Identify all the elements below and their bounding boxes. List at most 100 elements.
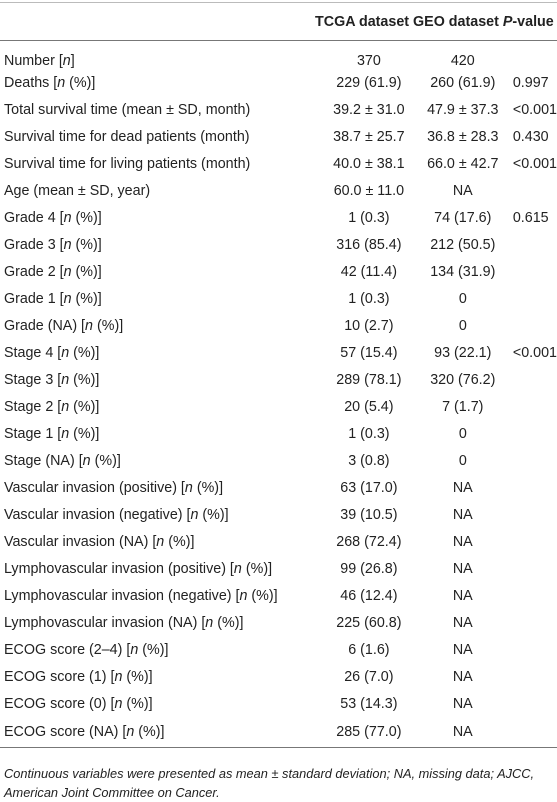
row-label: Vascular invasion (positive) [n (%)] xyxy=(0,474,315,501)
geo-cell: NA xyxy=(452,695,473,712)
table-row: ECOG score (NA) [n (%)] 285 (77.0) NA xyxy=(0,717,557,747)
tcga-cell: 53 (14.3) xyxy=(340,695,398,712)
label-text: Deaths [ xyxy=(4,74,58,91)
tcga-cell: 57 (15.4) xyxy=(340,344,398,361)
label-text: Grade 3 [ xyxy=(4,236,64,253)
table-row: Grade (NA) [n (%)] 10 (2.7) 0 xyxy=(0,312,557,339)
table-row: Grade 3 [n (%)] 316 (85.4) 212 (50.5) xyxy=(0,231,557,258)
table-row: Grade 4 [n (%)] 1 (0.3) 74 (17.6) 0.615 xyxy=(0,204,557,231)
row-label: Deaths [n (%)] xyxy=(0,69,315,96)
geo-cell: 93 (22.1) xyxy=(434,344,492,361)
tcga-cell: 285 (77.0) xyxy=(336,723,402,740)
label-text: Vascular invasion (positive) [ xyxy=(4,479,185,496)
tcga-cell: 316 (85.4) xyxy=(336,236,402,253)
label-text: Survival time for living patients (month… xyxy=(4,155,251,172)
empty-cell xyxy=(503,41,557,70)
label-text: (%)] xyxy=(122,695,153,712)
table-row: Lymphovascular invasion (NA) [n (%)] 225 … xyxy=(0,609,557,636)
label-text: Stage 4 [ xyxy=(4,344,62,361)
tcga-cell: 289 (78.1) xyxy=(336,371,402,388)
label-text: (%)] xyxy=(122,668,153,685)
tcga-cell: 63 (17.0) xyxy=(340,479,398,496)
row-label: Grade 4 [n (%)] xyxy=(0,204,315,231)
tcga-cell: 1 (0.3) xyxy=(348,290,390,307)
row-label: Age (mean ± SD, year) xyxy=(0,177,315,204)
geo-cell: NA xyxy=(452,182,473,199)
row-label: ECOG score (NA) [n (%)] xyxy=(0,717,315,747)
label-text: Grade 1 [ xyxy=(4,290,64,307)
row-label: Lymphovascular invasion (negative) [n (%… xyxy=(0,582,315,609)
label-italic: n xyxy=(233,560,242,577)
label-text: (%)] xyxy=(192,479,224,496)
label-italic: n xyxy=(63,263,72,280)
row-label: Grade 3 [n (%)] xyxy=(0,231,315,258)
p-value-cell: <0.001 xyxy=(512,101,557,118)
label-italic: n xyxy=(126,723,135,740)
table-row: Total survival time (mean ± SD, month) 39… xyxy=(0,96,557,123)
row-label: ECOG score (2–4) [n (%)] xyxy=(0,636,315,663)
label-text: (%)] xyxy=(198,506,229,523)
tcga-cell: 60.0 ± 11.0 xyxy=(333,182,405,199)
empty-cell xyxy=(503,285,557,312)
label-text: (%)] xyxy=(71,290,102,307)
label-italic: n xyxy=(85,317,93,334)
geo-cell: NA xyxy=(452,506,473,523)
geo-cell: 74 (17.6) xyxy=(434,209,492,226)
label-text: (%)] xyxy=(71,209,102,226)
label-italic: n xyxy=(82,452,91,469)
label-text: Lymphovascular invasion (NA) [ xyxy=(4,614,206,631)
tcga-cell: 42 (11.4) xyxy=(340,263,397,280)
data-table: TCGA dataset GEO dataset P-value Number … xyxy=(0,2,557,748)
tcga-cell: 39 (10.5) xyxy=(340,506,398,523)
row-label: Survival time for dead patients (month) xyxy=(0,123,315,150)
table-body: Number [n] 370 420 Deaths [n (%)] 229 (61.9)… xyxy=(0,41,557,747)
row-label: ECOG score (1) [n (%)] xyxy=(0,663,315,690)
empty-cell xyxy=(503,447,557,474)
label-text: (%)] xyxy=(69,371,100,388)
empty-cell xyxy=(503,177,557,204)
tcga-cell: 39.2 ± 31.0 xyxy=(333,101,405,118)
geo-cell: NA xyxy=(452,723,473,740)
tcga-cell: 229 (61.9) xyxy=(336,74,402,91)
label-text: Grade (NA) [ xyxy=(4,317,86,334)
p-value-cell: 0.615 xyxy=(512,209,549,226)
label-text: (%)] xyxy=(65,74,96,91)
empty-cell xyxy=(503,582,557,609)
table-row: Survival time for dead patients (month) 3… xyxy=(0,123,557,150)
label-text: Stage 2 [ xyxy=(4,398,62,415)
label-italic: n xyxy=(61,398,70,415)
p-value-cell: <0.001 xyxy=(512,155,557,172)
row-label: Number [n] xyxy=(0,41,315,69)
empty-cell xyxy=(503,393,557,420)
label-text: (%)] xyxy=(138,641,169,658)
label-text: ECOG score (0) [ xyxy=(4,695,115,712)
label-text: Stage 1 [ xyxy=(4,425,62,442)
label-text: (%)] xyxy=(164,533,195,550)
label-text: Age (mean ± SD, year) xyxy=(4,182,151,199)
label-italic: n xyxy=(156,533,165,550)
label-italic: n xyxy=(239,587,248,604)
row-label: Stage 4 [n (%)] xyxy=(0,339,315,366)
label-text: Vascular invasion (negative) [ xyxy=(4,506,191,523)
label-text: Survival time for dead patients (month) xyxy=(4,128,250,145)
table-row: Vascular invasion (positive) [n (%)] 63 (… xyxy=(0,474,557,501)
label-text: (%)] xyxy=(241,560,273,577)
label-italic: n xyxy=(184,479,193,496)
geo-cell: 0 xyxy=(458,452,467,469)
label-text: (%)] xyxy=(71,236,102,253)
table-row: ECOG score (2–4) [n (%)] 6 (1.6) NA xyxy=(0,636,557,663)
label-italic: n xyxy=(63,290,72,307)
table-row: Lymphovascular invasion (positive) [n (%… xyxy=(0,555,557,582)
label-text: (%)] xyxy=(69,425,100,442)
tcga-cell: 26 (7.0) xyxy=(344,668,394,685)
tcga-cell: 1 (0.3) xyxy=(348,425,390,442)
p-value-cell: <0.001 xyxy=(512,344,557,361)
label-italic: n xyxy=(63,209,72,226)
label-text: ECOG score (NA) [ xyxy=(4,723,127,740)
label-text: (%)] xyxy=(69,398,100,415)
empty-cell xyxy=(503,366,557,393)
tcga-cell: 225 (60.8) xyxy=(336,614,402,631)
geo-cell: NA xyxy=(452,614,473,631)
geo-cell: 7 (1.7) xyxy=(442,398,484,415)
